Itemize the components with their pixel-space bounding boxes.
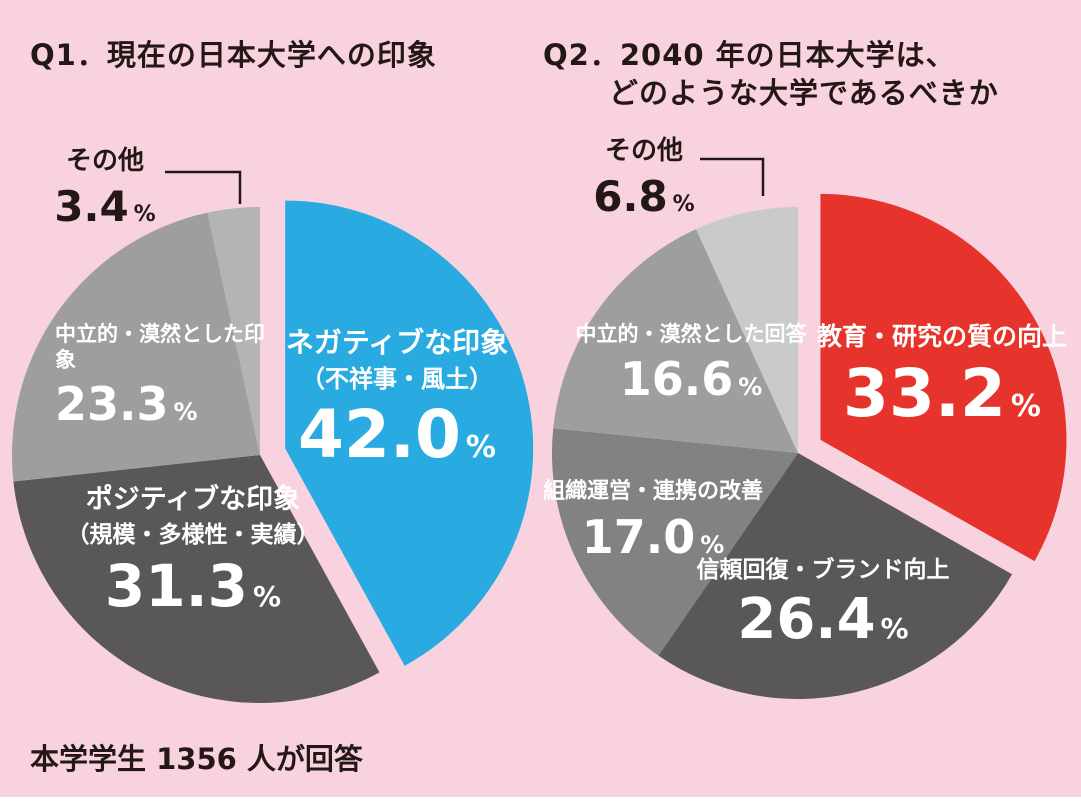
percent-sign: %	[465, 430, 496, 466]
q1-chart-title: Q1．現在の日本大学への印象	[30, 36, 437, 74]
percent-sign: %	[700, 530, 725, 559]
percent-value: 3.4	[54, 181, 129, 231]
percent-sign: %	[253, 579, 282, 613]
slice-label-text: 組織運営・連携の改善	[542, 479, 763, 504]
q1-pie-slice-1	[13, 455, 380, 703]
q1-slice-label-positive: ポジティブな印象 （規模・多様性・実績） 31.3 %	[52, 484, 334, 615]
q2-other-leader-line	[700, 157, 765, 196]
slice-percent: 33.2 %	[816, 354, 1068, 432]
slice-label-text: 中立的・漠然とした回答	[575, 322, 807, 346]
q2-slice-label-neutral: 中立的・漠然とした回答 16.6 %	[575, 322, 807, 402]
percent-value: 16.6	[619, 351, 734, 406]
slice-percent: 17.0 %	[541, 514, 765, 560]
q2-slice-label-education: 教育・研究の質の向上 33.2 %	[816, 322, 1068, 427]
slice-label-text: その他	[65, 146, 144, 176]
slice-label-text: その他	[604, 136, 683, 166]
q2-pie-slice-4	[696, 207, 798, 453]
percent-sign: %	[1010, 388, 1041, 424]
q1-other-leader-line	[165, 170, 242, 204]
q1-slice-label-other: その他 3.4 %	[42, 146, 168, 229]
slice-label-text: ネガティブな印象	[285, 326, 509, 359]
slice-label-text: ポジティブな印象	[85, 484, 301, 515]
percent-value: 33.2	[843, 354, 1006, 432]
q2-slice-label-trust: 信頼回復・ブランド向上 26.4 %	[693, 556, 953, 648]
percent-value: 31.3	[104, 551, 249, 620]
slice-label-text: 信頼回復・ブランド向上	[696, 557, 950, 583]
percent-sign: %	[672, 191, 695, 217]
percent-value: 6.8	[593, 171, 668, 221]
slice-percent: 31.3 %	[52, 557, 334, 615]
q1-title-text: Q1．現在の日本大学への印象	[30, 38, 437, 72]
q2-pie-slice-3	[553, 229, 798, 453]
q2-title-line2: どのような大学であるべきか	[609, 76, 999, 111]
q1-pie-slice-2	[11, 212, 260, 482]
percent-sign: %	[173, 398, 198, 427]
slice-sublabel-text: （不祥事・風土）	[301, 365, 493, 394]
respondent-count-caption: 本学学生 1356 人が回答	[30, 742, 363, 776]
slice-percent: 16.6 %	[575, 356, 807, 402]
slice-label-text: 中立的・漠然とした印象	[55, 322, 265, 372]
q2-pie-slice-2	[551, 428, 798, 656]
percent-sign: %	[738, 372, 763, 401]
slice-percent: 42.0 %	[283, 402, 511, 468]
slice-label-text: 教育・研究の質の向上	[816, 322, 1067, 351]
slice-percent: 6.8 %	[583, 171, 705, 221]
slice-sublabel-text: （規模・多様性・実績）	[66, 521, 320, 548]
percent-value: 26.4	[737, 587, 876, 653]
q2-pie-slice-0	[820, 193, 1067, 562]
percent-value: 42.0	[298, 396, 461, 474]
percent-sign: %	[880, 612, 909, 646]
q2-slice-label-organization: 組織運営・連携の改善 17.0 %	[541, 479, 765, 560]
q1-pie-slice-3	[207, 207, 260, 455]
bottom-white-strip	[0, 797, 1081, 811]
percent-value: 23.3	[55, 377, 169, 432]
percent-value: 17.0	[581, 509, 696, 564]
q1-slice-label-neutral: 中立的・漠然とした印象 23.3 %	[55, 322, 273, 427]
q2-slice-label-other: その他 6.8 %	[583, 136, 705, 219]
q2-chart-title: Q2．2040 年の日本大学は、 どのような大学であるべきか	[543, 36, 999, 113]
slice-percent: 3.4 %	[42, 181, 168, 231]
slice-percent: 23.3 %	[55, 381, 273, 427]
q1-pie-slice-0	[285, 200, 534, 666]
q2-pie-slice-1	[658, 453, 1013, 700]
slice-percent: 26.4 %	[693, 592, 953, 648]
q1-slice-label-negative: ネガティブな印象 （不祥事・風土） 42.0 %	[283, 326, 511, 468]
q2-title-line1: Q2．2040 年の日本大学は、	[543, 38, 956, 72]
percent-sign: %	[133, 201, 156, 227]
